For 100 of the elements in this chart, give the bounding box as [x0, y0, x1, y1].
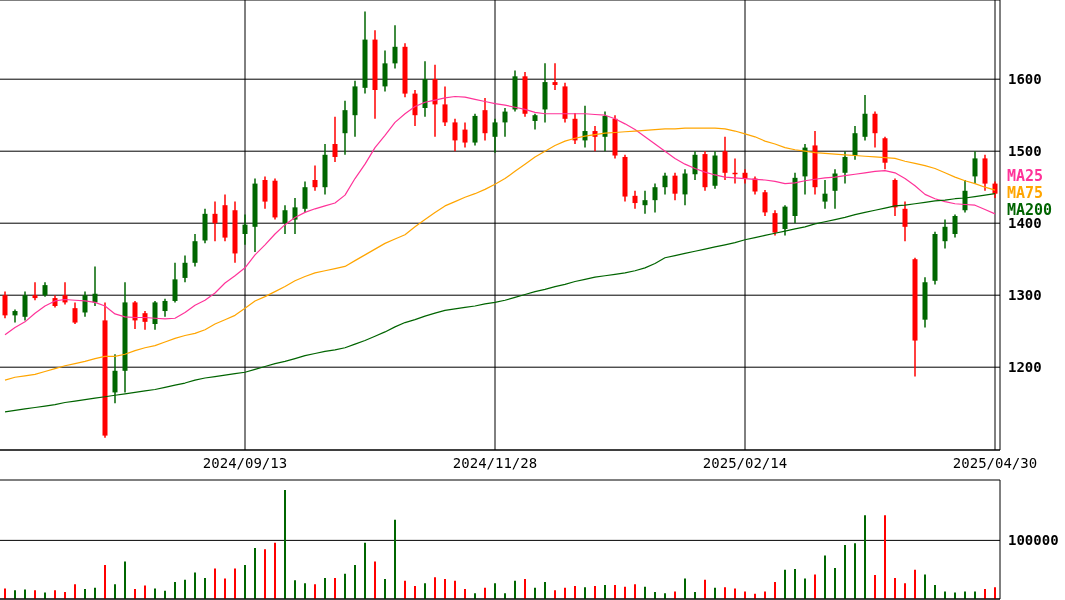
bar — [114, 584, 116, 599]
bar — [494, 583, 496, 599]
candlestick — [12, 308, 18, 324]
bar — [774, 582, 776, 599]
candlestick — [692, 150, 698, 181]
bar — [514, 580, 516, 599]
bar — [284, 489, 286, 599]
bar — [324, 577, 326, 599]
bar — [124, 561, 126, 599]
candlestick — [92, 265, 98, 307]
bar — [604, 584, 606, 599]
candlestick — [952, 213, 958, 239]
candlestick — [112, 353, 118, 404]
bar — [224, 578, 226, 599]
candlestick — [212, 200, 218, 242]
candlestick — [82, 290, 88, 318]
bar — [194, 572, 196, 599]
bar — [864, 515, 866, 599]
bar — [904, 583, 906, 599]
candlestick — [862, 94, 868, 142]
bar — [304, 583, 306, 599]
text: MA25 — [1007, 167, 1045, 185]
candlestick — [382, 49, 388, 93]
bar — [934, 584, 936, 599]
x-tick-label: 2024/11/28 — [452, 454, 538, 471]
candlestick — [762, 189, 768, 217]
y-tick-label: 1200 — [1008, 359, 1042, 376]
bar — [434, 577, 436, 599]
candlestick — [152, 300, 158, 331]
bar — [614, 584, 616, 599]
bar — [214, 568, 216, 599]
bar — [574, 586, 576, 599]
bar — [564, 587, 566, 599]
bar — [394, 519, 396, 599]
candlestick — [182, 254, 188, 283]
x-tick-label: 2025/02/14 — [702, 454, 788, 471]
bar — [244, 565, 246, 599]
bar — [484, 587, 486, 599]
candlestick — [392, 24, 398, 70]
bar — [354, 565, 356, 599]
candlestick — [32, 281, 38, 301]
candlestick — [972, 150, 978, 185]
candlestick — [682, 168, 688, 206]
bar — [724, 587, 726, 599]
bar — [674, 591, 676, 599]
candlestick — [502, 107, 508, 138]
bar — [634, 584, 636, 599]
candlestick — [552, 62, 558, 91]
candlestick — [262, 175, 268, 210]
bar — [944, 591, 946, 599]
bar — [524, 579, 526, 599]
candlestick — [282, 204, 288, 235]
line-series — [4, 95, 996, 336]
candlestick — [492, 118, 498, 154]
candlestick — [782, 204, 788, 237]
bar — [374, 561, 376, 599]
bar — [824, 555, 826, 599]
bar — [204, 577, 206, 599]
bar — [794, 569, 796, 599]
y-tick-label: 1300 — [1008, 287, 1042, 304]
candlestick — [642, 190, 648, 215]
bar — [294, 580, 296, 599]
bar — [924, 574, 926, 599]
candlestick — [662, 172, 668, 196]
bar — [844, 545, 846, 599]
candlestick — [822, 179, 828, 210]
bar — [94, 587, 96, 599]
bar — [384, 579, 386, 599]
bar — [594, 586, 596, 599]
y-tick-label: 1500 — [1008, 143, 1042, 160]
candlestick — [942, 218, 948, 250]
candlestick — [572, 112, 578, 145]
bar — [814, 574, 816, 599]
bar — [344, 573, 346, 599]
candlestick — [462, 121, 468, 149]
candlestick — [652, 182, 658, 214]
bar — [984, 589, 986, 599]
bar — [464, 589, 466, 599]
candlestick — [302, 180, 308, 214]
bar — [884, 515, 886, 599]
bar — [364, 542, 366, 599]
bar — [104, 565, 106, 599]
bar — [444, 579, 446, 599]
candlestick — [22, 290, 28, 322]
candlestick — [312, 164, 318, 192]
candlestick — [192, 233, 198, 268]
candlestick — [832, 168, 838, 210]
bar — [964, 591, 966, 599]
x-tick-label: 2024/09/13 — [202, 454, 288, 471]
bar — [134, 589, 136, 599]
candlestick — [332, 115, 338, 163]
bar — [4, 588, 6, 599]
bar — [974, 591, 976, 599]
candlestick — [142, 310, 148, 331]
candlestick — [852, 125, 858, 161]
bar — [584, 587, 586, 599]
bar — [684, 578, 686, 599]
bar — [414, 586, 416, 599]
bar — [334, 577, 336, 599]
bar — [834, 567, 836, 599]
